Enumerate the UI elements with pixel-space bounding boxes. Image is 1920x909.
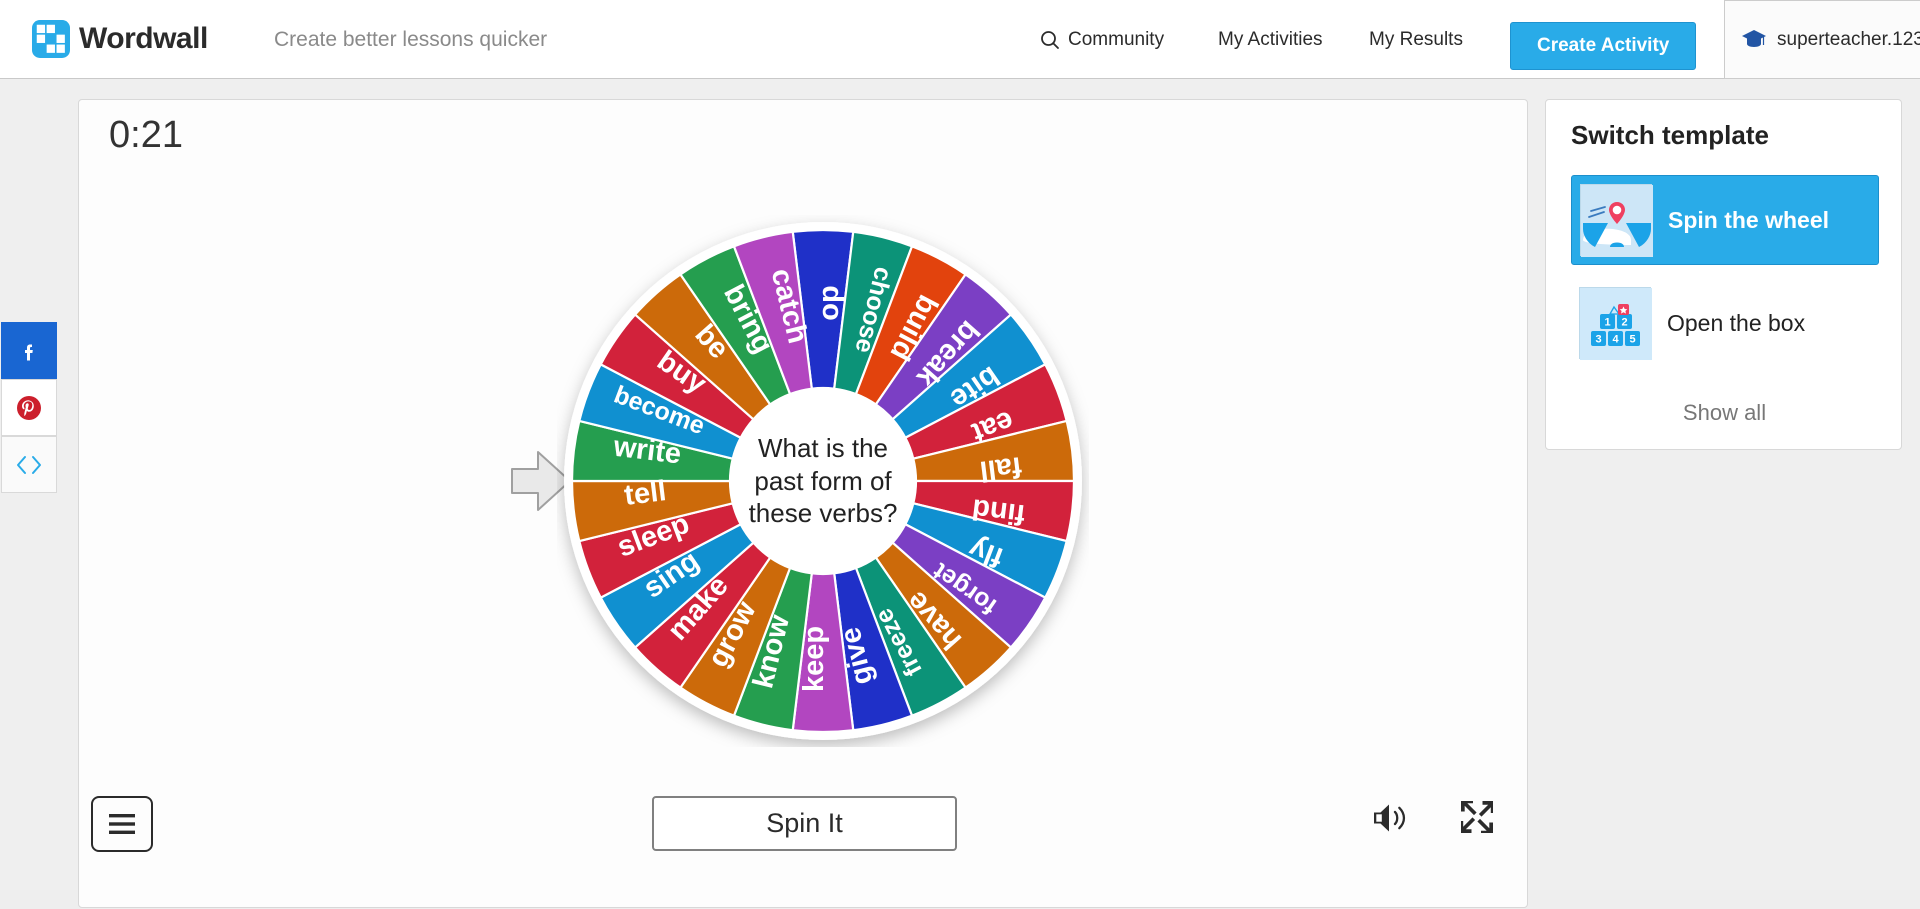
svg-text:do: do	[816, 285, 848, 320]
svg-text:1: 1	[1604, 317, 1610, 329]
svg-text:3: 3	[1595, 334, 1601, 346]
svg-text:find: find	[970, 492, 1027, 530]
svg-text:2: 2	[1621, 317, 1627, 329]
svg-text:5: 5	[1629, 334, 1635, 346]
svg-text:keep: keep	[798, 626, 830, 692]
svg-text:4: 4	[1612, 334, 1619, 346]
svg-text:tell: tell	[622, 475, 667, 512]
svg-text:fall: fall	[978, 450, 1023, 487]
